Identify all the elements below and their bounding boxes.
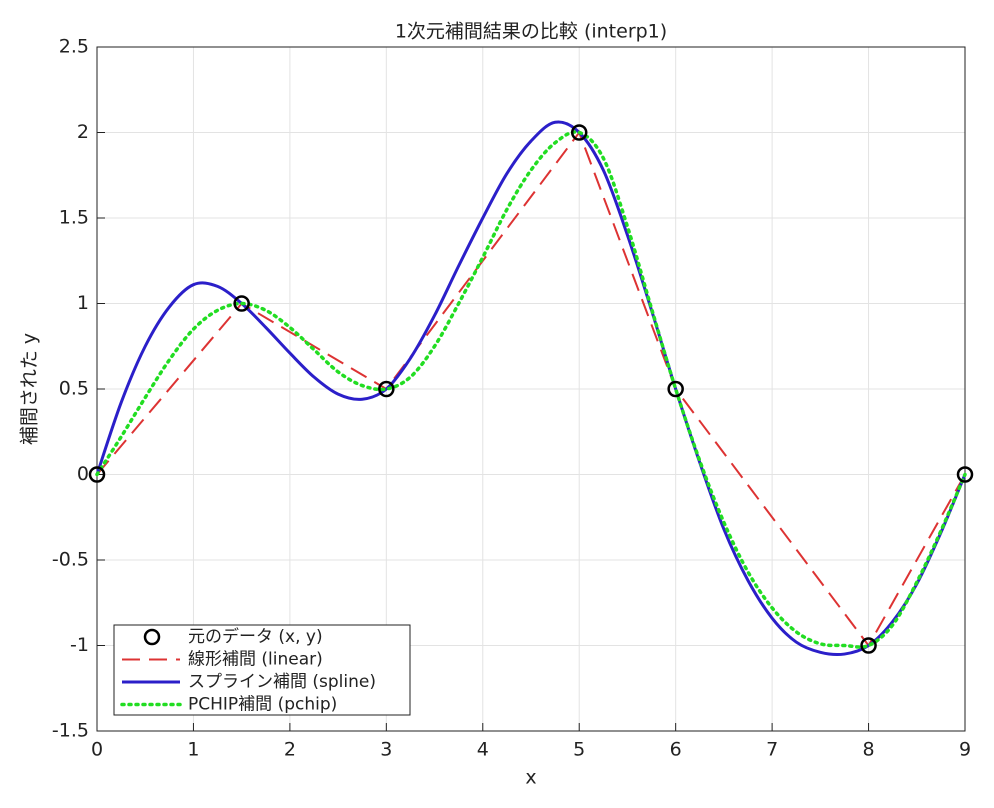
- series-line: [95, 130, 967, 649]
- data-point: [860, 637, 877, 654]
- y-tick-label: 0.5: [59, 378, 89, 400]
- x-tick-label: 9: [959, 739, 971, 761]
- x-axis-label: x: [525, 767, 536, 789]
- y-tick-label: 1: [77, 292, 89, 314]
- x-tick-label: 3: [380, 739, 392, 761]
- x-tick-label: 4: [477, 739, 489, 761]
- y-tick-label: -0.5: [52, 549, 89, 571]
- legend-label: 線形補間 (linear): [188, 650, 323, 670]
- x-tick-label: 7: [766, 739, 778, 761]
- x-tick-label: 0: [91, 739, 103, 761]
- legend-box: [113, 624, 411, 716]
- chart-title: 1次元補間結果の比較 (interp1): [395, 21, 667, 43]
- data-point: [88, 466, 106, 483]
- y-axis-label: 補間された y: [19, 333, 41, 445]
- x-tick-label: 6: [670, 739, 682, 761]
- y-tick-label: 0: [77, 463, 89, 485]
- legend-symbol: [143, 628, 161, 646]
- y-tick-label: 1.5: [59, 207, 89, 229]
- data-point: [956, 466, 974, 483]
- y-tick-label: 2.5: [59, 36, 89, 58]
- legend-label: スプライン補間 (spline): [188, 672, 376, 692]
- x-tick-label: 8: [863, 739, 875, 761]
- y-tick-label: -1: [70, 634, 89, 656]
- legend: 元のデータ (x, y) 線形補間 (linear)スプライン補間 (spline…: [113, 624, 411, 716]
- x-tick-label: 2: [284, 739, 296, 761]
- series-line: [95, 120, 967, 657]
- legend-label: 元のデータ (x, y): [188, 626, 323, 647]
- data-point: [570, 124, 588, 141]
- x-tick-label: 5: [573, 739, 585, 761]
- data-point: [233, 295, 250, 312]
- plot-frame: [96, 46, 966, 732]
- y-tick-label: -1.5: [52, 720, 89, 742]
- y-tick-label: 2: [77, 121, 89, 143]
- legend-label: PCHIP補間 (pchip): [188, 695, 337, 715]
- x-tick-label: 1: [187, 739, 199, 761]
- data-point: [667, 380, 684, 398]
- data-point: [378, 380, 395, 398]
